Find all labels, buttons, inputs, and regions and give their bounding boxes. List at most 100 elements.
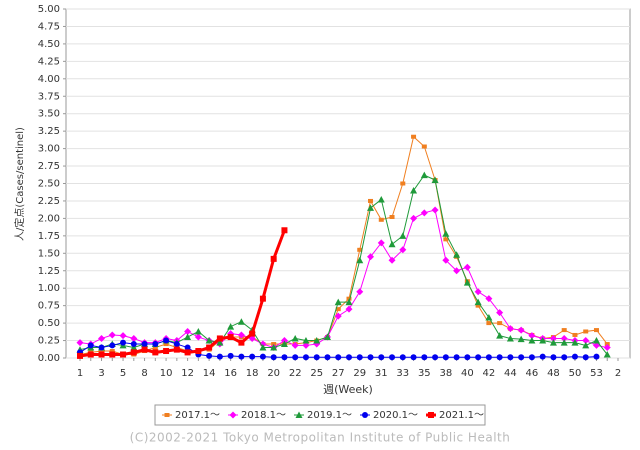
- data-point: [549, 339, 557, 346]
- x-tick-label: 48: [547, 368, 560, 379]
- data-point: [184, 333, 192, 341]
- data-point: [292, 354, 299, 361]
- data-point: [593, 328, 599, 333]
- x-tick-label: 20: [267, 368, 280, 379]
- y-tick-label: 0.00: [38, 353, 60, 364]
- y-tick-label: 4.25: [38, 56, 60, 67]
- data-point: [399, 354, 406, 361]
- data-point: [582, 337, 590, 345]
- data-point: [98, 351, 105, 358]
- data-point: [378, 217, 384, 222]
- data-point: [184, 349, 191, 356]
- y-tick-label: 1.75: [38, 231, 60, 242]
- data-point: [291, 341, 299, 349]
- legend-label: 2019.1～: [307, 410, 352, 421]
- data-point: [345, 305, 353, 313]
- data-point: [528, 337, 536, 344]
- data-point: [206, 352, 213, 359]
- x-tick-label: 42: [483, 368, 496, 379]
- y-tick-label: 1.00: [38, 283, 60, 294]
- data-point: [507, 354, 514, 361]
- data-point: [87, 351, 94, 358]
- x-axis-label: 週(Week): [323, 383, 373, 396]
- data-point: [130, 341, 137, 348]
- data-point: [335, 307, 341, 312]
- y-tick-label: 2.50: [38, 179, 60, 190]
- data-point: [270, 255, 277, 262]
- data-point: [431, 206, 439, 214]
- x-tick-label: 1: [77, 368, 83, 379]
- data-point: [367, 354, 374, 361]
- data-point: [497, 321, 503, 326]
- legend-marker: [164, 413, 170, 417]
- series-line: [79, 209, 608, 349]
- data-point: [421, 144, 427, 149]
- y-tick-label: 3.75: [38, 91, 60, 102]
- data-point: [194, 333, 202, 341]
- data-point: [474, 298, 482, 306]
- data-point: [77, 352, 83, 359]
- x-tick-label: 8: [141, 368, 147, 379]
- legend-marker: [295, 411, 303, 418]
- y-tick-label: 3.25: [38, 126, 60, 137]
- data-point: [141, 346, 148, 353]
- data-point: [270, 354, 277, 361]
- data-point: [324, 354, 331, 361]
- data-point: [109, 342, 116, 349]
- data-point: [238, 339, 245, 346]
- x-tick-label: 18: [246, 368, 259, 379]
- x-tick-label: 53: [590, 368, 603, 379]
- data-point: [377, 196, 385, 203]
- x-tick-label: 3: [98, 368, 104, 379]
- data-point: [334, 312, 342, 320]
- data-point: [120, 351, 127, 358]
- data-point: [237, 331, 245, 339]
- data-point: [561, 328, 567, 333]
- data-point: [98, 334, 106, 342]
- data-point: [281, 354, 288, 361]
- data-point: [389, 354, 396, 361]
- y-tick-label: 0.75: [38, 301, 60, 312]
- data-point: [163, 337, 170, 344]
- data-point: [528, 332, 536, 340]
- data-point: [582, 341, 590, 349]
- data-point: [345, 298, 353, 306]
- data-point: [582, 354, 589, 361]
- data-point: [216, 339, 224, 346]
- data-point: [313, 354, 320, 361]
- data-point: [152, 341, 159, 348]
- x-tick-label: 44: [504, 368, 517, 379]
- data-point: [130, 334, 138, 342]
- data-point: [506, 334, 514, 342]
- legend-marker: [428, 412, 434, 418]
- data-point: [496, 332, 504, 339]
- x-tick-label: 16: [224, 368, 237, 379]
- data-point: [517, 326, 525, 334]
- legend-marker: [229, 411, 237, 419]
- x-tick-label: 12: [181, 368, 194, 379]
- data-point: [411, 134, 417, 139]
- data-point: [560, 339, 568, 346]
- data-point: [388, 240, 396, 248]
- data-point: [227, 352, 234, 359]
- data-point: [152, 345, 158, 350]
- data-point: [571, 353, 578, 360]
- data-point: [280, 340, 288, 348]
- y-tick-label: 3.00: [38, 144, 60, 155]
- data-point: [356, 288, 364, 296]
- data-point: [528, 354, 535, 361]
- data-point: [443, 237, 449, 242]
- data-point: [302, 354, 309, 361]
- data-point: [109, 351, 116, 358]
- data-point: [357, 247, 363, 252]
- data-point: [420, 171, 428, 179]
- data-point: [442, 354, 449, 361]
- data-point: [603, 351, 611, 358]
- data-point: [464, 354, 471, 361]
- data-point: [399, 232, 407, 239]
- data-point: [302, 337, 310, 344]
- data-point: [506, 325, 514, 333]
- data-point: [173, 341, 180, 348]
- series-line: [79, 135, 608, 356]
- x-tick-label: 5: [120, 368, 126, 379]
